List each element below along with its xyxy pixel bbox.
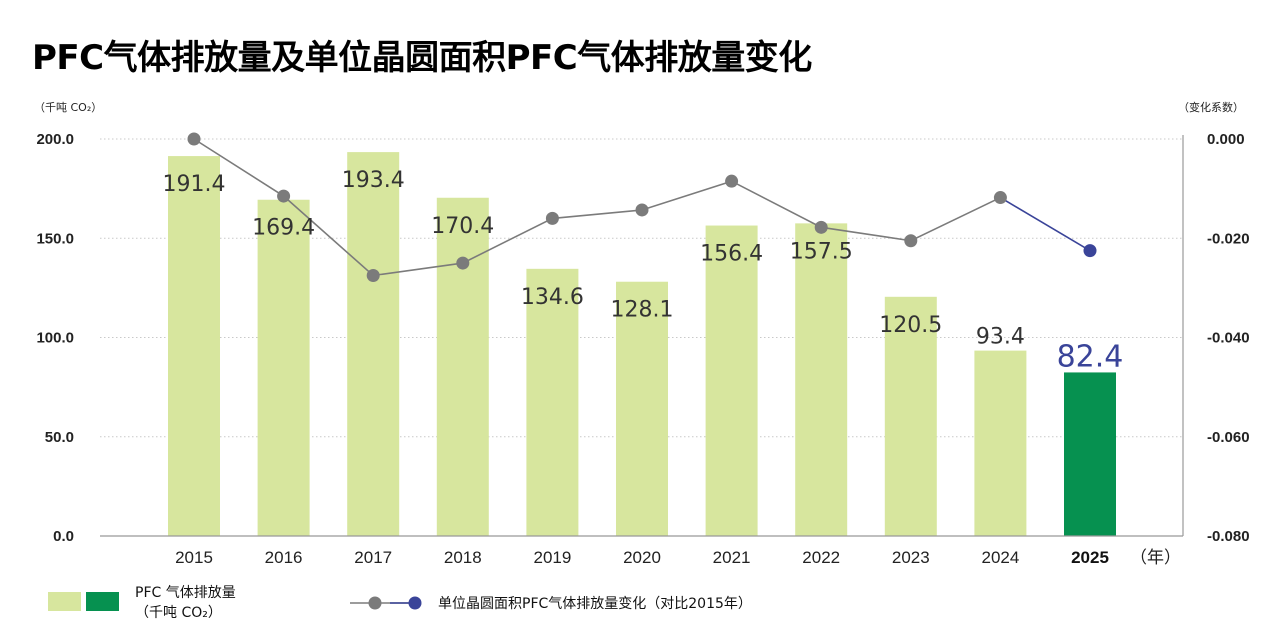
left-tick-label: 150.0 [36,230,74,247]
chart-title: PFC气体排放量及单位晶圆面积PFC气体排放量变化 [32,38,812,78]
bar-value-label: 156.4 [700,242,763,267]
bar [1064,372,1116,536]
bar [884,296,937,536]
line-point [904,234,918,248]
legend-bar-unit: （千吨 CO₂） [135,605,222,621]
bar [168,156,220,537]
line-point [545,211,559,225]
line-point [814,220,828,234]
right-tick-label: -0.040 [1207,330,1250,347]
left-tick-label: 100.0 [36,330,74,347]
line-point [187,132,201,146]
bar [347,152,400,536]
bar-value-label: 134.6 [521,285,584,310]
bar-value-label: 120.5 [879,313,942,338]
bar [616,281,668,536]
left-tick-label: 200.0 [36,131,74,148]
x-tick-label: 2024 [981,548,1019,567]
bar [795,223,848,537]
x-tick-label: 2025 [1071,548,1109,567]
line-series-path [193,138,1001,277]
right-tick-label: -0.080 [1207,528,1250,545]
x-tick-label: 2022 [802,548,840,567]
x-tick-label: 2017 [354,548,392,567]
line-point [993,191,1007,205]
bar [436,197,489,537]
x-tick-label: 2018 [444,548,482,567]
x-tick-label: 2019 [533,548,571,567]
bar-value-label: 128.1 [611,298,674,323]
legend-swatch-bar [48,592,81,611]
line-point [635,203,649,217]
line-point [366,268,380,282]
x-tick-label: 2023 [892,548,930,567]
line-point [456,256,470,270]
bar-value-label: 93.4 [976,325,1025,350]
left-tick-label: 50.0 [45,429,74,446]
legend-point-blue [408,596,422,610]
bar [705,225,758,536]
bar-value-label: 170.4 [431,214,494,239]
bar-value-label: 157.5 [790,239,853,264]
line-series-highlight-segment [999,196,1091,252]
line-point [725,174,739,188]
bar-value-label: 169.4 [252,216,315,241]
legend-swatch-bar-highlight [86,592,119,611]
line-point [277,189,291,203]
legend-point-gray [368,596,382,610]
bar [974,350,1027,536]
right-tick-label: -0.060 [1207,429,1250,446]
left-tick-label: 0.0 [53,528,74,545]
left-axis-unit: （千吨 CO₂） [34,101,102,114]
x-tick-label: 2015 [175,548,213,567]
right-tick-label: 0.000 [1207,131,1245,148]
line-point [1083,244,1097,258]
legend-line-label: 单位晶圆面积PFC气体排放量变化（对比2015年） [438,596,752,612]
legend-bar-label: PFC 气体排放量 [135,585,236,601]
x-tick-label: 2020 [623,548,661,567]
right-axis-unit: （变化系数） [1178,100,1244,114]
bar-value-label: 82.4 [1057,339,1124,374]
bar-value-label: 193.4 [342,168,405,193]
bar [257,199,310,536]
bar-value-label: 191.4 [163,172,226,197]
x-axis-unit: （年） [1130,548,1181,567]
right-tick-label: -0.020 [1207,230,1250,247]
x-tick-label: 2016 [265,548,303,567]
bar [526,268,579,536]
x-tick-label: 2021 [713,548,751,567]
